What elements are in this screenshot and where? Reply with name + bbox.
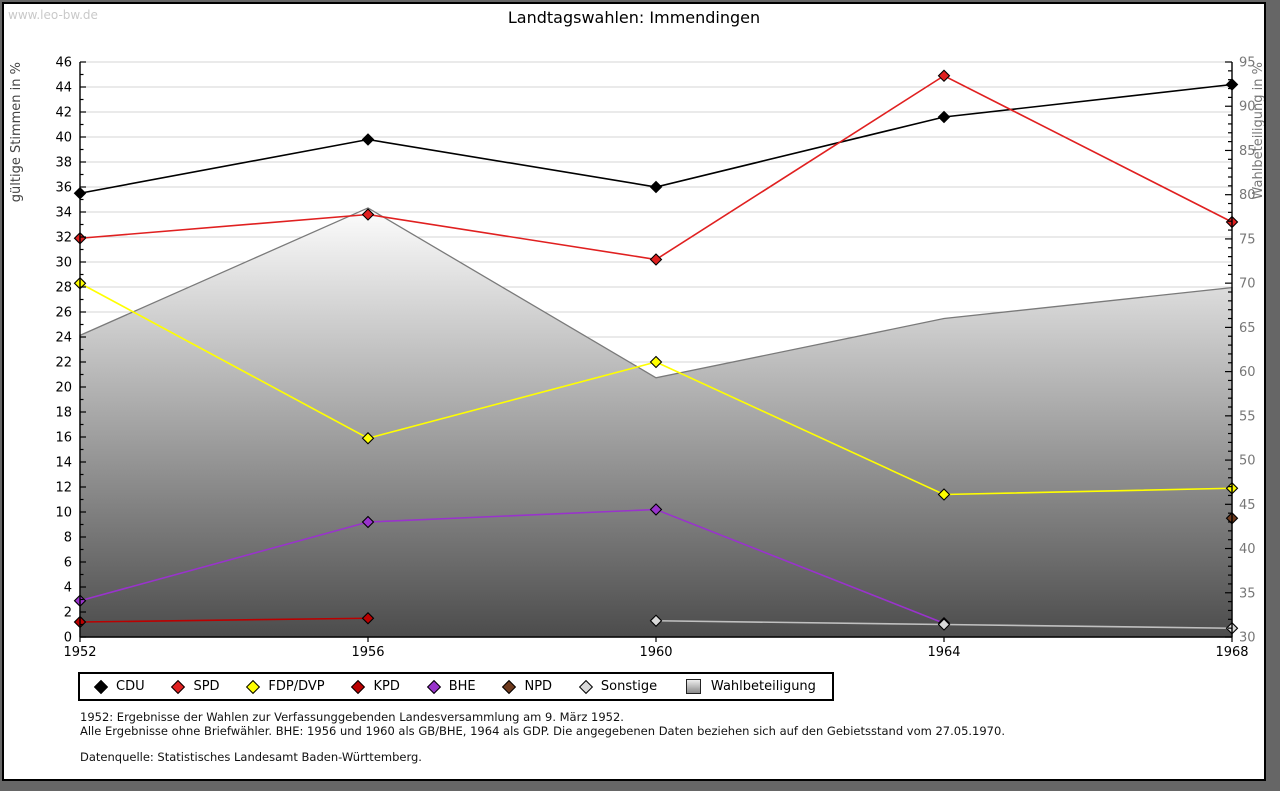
svg-text:35: 35 bbox=[1239, 586, 1256, 601]
diamond-marker-icon bbox=[171, 679, 186, 694]
legend-item-bhe: BHE bbox=[426, 679, 476, 694]
svg-text:14: 14 bbox=[55, 456, 72, 471]
svg-text:34: 34 bbox=[55, 206, 72, 221]
watermark: www.leo-bw.de bbox=[8, 8, 98, 22]
footnote-source: Datenquelle: Statistisches Landesamt Bad… bbox=[80, 750, 422, 764]
legend-item-npd: NPD bbox=[502, 679, 553, 694]
chart-panel: www.leo-bw.de Landtagswahlen: Immendinge… bbox=[2, 2, 1266, 781]
svg-text:32: 32 bbox=[55, 231, 72, 246]
svg-text:30: 30 bbox=[55, 256, 72, 271]
svg-text:50: 50 bbox=[1239, 454, 1256, 469]
svg-text:2: 2 bbox=[64, 606, 72, 621]
right-axis-title: Wahlbeteiligung in % bbox=[1251, 62, 1264, 199]
legend-label: Sonstige bbox=[600, 679, 658, 694]
data-point-marker bbox=[649, 355, 663, 369]
legend-item-kpd: KPD bbox=[351, 679, 400, 694]
svg-text:24: 24 bbox=[55, 331, 72, 346]
svg-text:90: 90 bbox=[1239, 100, 1256, 115]
left-axis-title: gültige Stimmen in % bbox=[9, 62, 24, 202]
data-point-marker bbox=[361, 515, 375, 529]
svg-text:40: 40 bbox=[55, 131, 72, 146]
data-point-marker bbox=[649, 614, 663, 628]
data-point-marker bbox=[361, 611, 375, 625]
svg-text:42: 42 bbox=[55, 106, 72, 121]
svg-text:40: 40 bbox=[1239, 542, 1256, 557]
svg-text:45: 45 bbox=[1239, 498, 1256, 513]
svg-text:44: 44 bbox=[55, 81, 72, 96]
page-title: Landtagswahlen: Immendingen bbox=[507, 8, 761, 27]
svg-text:75: 75 bbox=[1239, 232, 1256, 247]
legend-label: Wahlbeteiligung bbox=[710, 679, 816, 694]
legend-label: KPD bbox=[373, 679, 400, 694]
svg-text:12: 12 bbox=[55, 481, 72, 496]
svg-text:28: 28 bbox=[55, 281, 72, 296]
svg-text:85: 85 bbox=[1239, 144, 1256, 159]
diamond-marker-icon bbox=[93, 679, 109, 694]
data-point-marker bbox=[649, 503, 663, 516]
legend-item-spd: SPD bbox=[171, 679, 220, 694]
data-point-marker bbox=[361, 208, 375, 221]
svg-text:65: 65 bbox=[1239, 321, 1256, 336]
svg-text:70: 70 bbox=[1239, 277, 1256, 292]
data-point-marker bbox=[937, 110, 951, 124]
legend-label: CDU bbox=[116, 679, 145, 694]
footnote-line: 1952: Ergebnisse der Wahlen zur Verfassu… bbox=[80, 710, 624, 724]
svg-text:22: 22 bbox=[55, 356, 72, 371]
diamond-marker-icon bbox=[351, 679, 366, 694]
footnotes: 1952: Ergebnisse der Wahlen zur Verfassu… bbox=[80, 710, 1244, 764]
legend-label: SPD bbox=[193, 679, 220, 694]
data-point-marker bbox=[649, 180, 663, 194]
legend-item-fdp-dvp: FDP/DVP bbox=[246, 679, 325, 694]
series-cdu bbox=[73, 78, 1239, 200]
data-point-marker bbox=[361, 431, 375, 445]
diamond-marker-icon bbox=[578, 679, 593, 694]
legend-item-cdu: CDU bbox=[93, 679, 145, 694]
svg-text:80: 80 bbox=[1239, 188, 1256, 203]
turnout-swatch-icon bbox=[685, 679, 701, 694]
svg-text:10: 10 bbox=[55, 506, 72, 521]
series-bhe bbox=[73, 503, 951, 630]
svg-text:26: 26 bbox=[55, 306, 72, 321]
election-line-chart: 0246810121416182022242628303234363840424… bbox=[9, 56, 1264, 661]
svg-text:46: 46 bbox=[55, 56, 72, 71]
series-spd bbox=[73, 69, 1239, 266]
svg-text:1964: 1964 bbox=[927, 645, 960, 660]
svg-text:4: 4 bbox=[64, 581, 72, 596]
svg-text:0: 0 bbox=[64, 631, 72, 646]
legend-label: BHE bbox=[448, 679, 476, 694]
legend-item-wahlbeteiligung: Wahlbeteiligung bbox=[685, 679, 816, 694]
svg-text:60: 60 bbox=[1239, 365, 1256, 380]
svg-text:1960: 1960 bbox=[639, 645, 672, 660]
svg-text:95: 95 bbox=[1239, 56, 1256, 71]
footnote-line: Alle Ergebnisse ohne Briefwähler. BHE: 1… bbox=[80, 724, 1005, 738]
svg-text:1956: 1956 bbox=[351, 645, 384, 660]
svg-text:8: 8 bbox=[64, 531, 72, 546]
turnout-area bbox=[79, 207, 1233, 638]
diamond-marker-icon bbox=[426, 679, 441, 694]
data-point-marker bbox=[361, 133, 375, 146]
svg-text:38: 38 bbox=[55, 156, 72, 171]
data-point-marker bbox=[937, 69, 951, 83]
svg-text:55: 55 bbox=[1239, 409, 1256, 424]
data-point-marker bbox=[937, 618, 951, 631]
legend-item-sonstige: Sonstige bbox=[578, 679, 658, 694]
svg-text:1952: 1952 bbox=[63, 645, 96, 660]
diamond-marker-icon bbox=[502, 679, 517, 694]
svg-text:20: 20 bbox=[55, 381, 72, 396]
svg-text:16: 16 bbox=[55, 431, 72, 446]
svg-text:18: 18 bbox=[55, 406, 72, 421]
axes: 0246810121416182022242628303234363840424… bbox=[55, 56, 1255, 661]
diamond-marker-icon bbox=[246, 679, 261, 694]
svg-text:1968: 1968 bbox=[1215, 645, 1248, 660]
data-point-marker bbox=[937, 488, 951, 501]
data-point-marker bbox=[649, 253, 663, 266]
svg-text:30: 30 bbox=[1239, 631, 1256, 646]
legend: CDU SPD FDP/DVP KPD BHE NPD Sonstige Wahlbeteil… bbox=[78, 672, 834, 701]
legend-label: NPD bbox=[524, 679, 553, 694]
svg-text:36: 36 bbox=[55, 181, 72, 196]
svg-text:6: 6 bbox=[64, 556, 72, 571]
legend-label: FDP/DVP bbox=[268, 679, 325, 694]
